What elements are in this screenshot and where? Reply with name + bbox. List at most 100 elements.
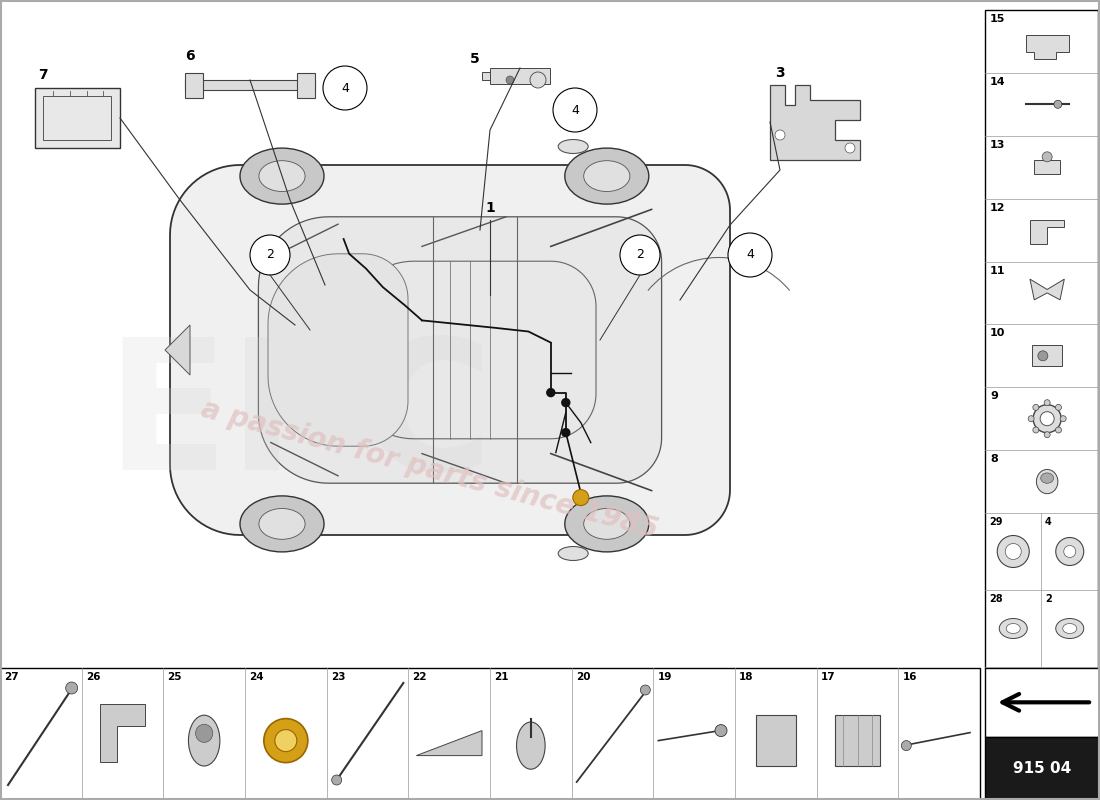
Circle shape <box>1056 538 1084 566</box>
Circle shape <box>1044 400 1050 406</box>
Circle shape <box>776 130 785 140</box>
Text: 15: 15 <box>990 14 1005 24</box>
Polygon shape <box>258 217 661 483</box>
Circle shape <box>1054 100 1062 108</box>
Circle shape <box>1042 152 1053 162</box>
Text: 18: 18 <box>739 672 754 682</box>
Bar <box>35 88 120 148</box>
Text: 27: 27 <box>4 672 19 682</box>
Circle shape <box>530 72 546 88</box>
Ellipse shape <box>240 148 324 204</box>
Ellipse shape <box>258 161 305 191</box>
Bar <box>490 68 550 84</box>
Polygon shape <box>165 325 190 375</box>
Text: 26: 26 <box>86 672 100 682</box>
Text: 10: 10 <box>990 328 1005 338</box>
Ellipse shape <box>240 496 324 552</box>
Bar <box>984 668 1100 737</box>
Circle shape <box>1028 416 1034 422</box>
Ellipse shape <box>564 148 649 204</box>
Text: a passion for parts since 1985: a passion for parts since 1985 <box>198 395 661 545</box>
Text: 21: 21 <box>494 672 508 682</box>
Text: 6: 6 <box>185 49 195 63</box>
Circle shape <box>1041 412 1054 426</box>
Text: 29: 29 <box>989 517 1002 527</box>
Bar <box>984 10 1098 668</box>
Polygon shape <box>416 730 482 755</box>
Text: 4: 4 <box>341 82 349 94</box>
Bar <box>185 80 315 90</box>
Circle shape <box>1064 546 1076 558</box>
Polygon shape <box>100 704 145 762</box>
Circle shape <box>1060 416 1066 422</box>
Text: 7: 7 <box>39 68 47 82</box>
Text: 11: 11 <box>990 266 1005 275</box>
Text: 1: 1 <box>485 201 495 215</box>
Ellipse shape <box>564 496 649 552</box>
Circle shape <box>998 535 1030 567</box>
Circle shape <box>901 741 911 750</box>
Text: 14: 14 <box>990 77 1005 87</box>
Circle shape <box>275 730 297 752</box>
Circle shape <box>332 775 342 785</box>
Circle shape <box>573 490 588 506</box>
Text: 8: 8 <box>990 454 998 464</box>
Circle shape <box>1033 404 1038 410</box>
Circle shape <box>264 718 308 762</box>
Ellipse shape <box>584 161 630 191</box>
Text: 4: 4 <box>571 103 579 117</box>
Bar <box>835 715 880 766</box>
Text: 3: 3 <box>776 66 784 80</box>
Text: 915 04: 915 04 <box>1013 761 1071 776</box>
Ellipse shape <box>1036 470 1058 494</box>
Ellipse shape <box>1041 473 1054 483</box>
Text: 5: 5 <box>470 52 480 66</box>
Circle shape <box>547 389 554 397</box>
Circle shape <box>250 235 290 275</box>
Circle shape <box>620 235 660 275</box>
Ellipse shape <box>258 509 305 539</box>
Circle shape <box>1033 405 1062 433</box>
Circle shape <box>640 685 650 695</box>
Polygon shape <box>1025 34 1068 58</box>
Polygon shape <box>1030 220 1065 244</box>
Circle shape <box>553 88 597 132</box>
Text: 28: 28 <box>989 594 1002 604</box>
Circle shape <box>1044 432 1050 438</box>
Text: 19: 19 <box>658 672 672 682</box>
Ellipse shape <box>999 618 1027 638</box>
Circle shape <box>728 233 772 277</box>
Circle shape <box>1056 404 1062 410</box>
Circle shape <box>1033 427 1038 433</box>
Text: 17: 17 <box>821 672 835 682</box>
Text: 2: 2 <box>1045 594 1052 604</box>
Circle shape <box>1005 543 1021 559</box>
Polygon shape <box>170 165 730 535</box>
Ellipse shape <box>558 139 589 154</box>
Ellipse shape <box>188 715 220 766</box>
Bar <box>1032 346 1063 366</box>
Ellipse shape <box>196 724 212 742</box>
Circle shape <box>562 429 570 437</box>
Text: 4: 4 <box>1045 517 1052 527</box>
Text: 9: 9 <box>990 391 998 402</box>
Polygon shape <box>770 85 860 160</box>
Ellipse shape <box>584 509 630 539</box>
Text: 20: 20 <box>575 672 591 682</box>
Circle shape <box>715 725 727 737</box>
Circle shape <box>562 398 570 406</box>
Circle shape <box>1056 427 1062 433</box>
Circle shape <box>323 66 367 110</box>
Text: 16: 16 <box>902 672 916 682</box>
Bar <box>756 715 795 766</box>
Polygon shape <box>268 254 408 446</box>
Ellipse shape <box>1006 623 1021 634</box>
Bar <box>0 668 980 800</box>
Bar <box>482 72 494 80</box>
Bar <box>984 737 1100 800</box>
Text: 22: 22 <box>412 672 427 682</box>
Text: 2: 2 <box>266 249 274 262</box>
Circle shape <box>1038 351 1048 361</box>
Text: 25: 25 <box>167 672 182 682</box>
Bar <box>1034 160 1060 174</box>
